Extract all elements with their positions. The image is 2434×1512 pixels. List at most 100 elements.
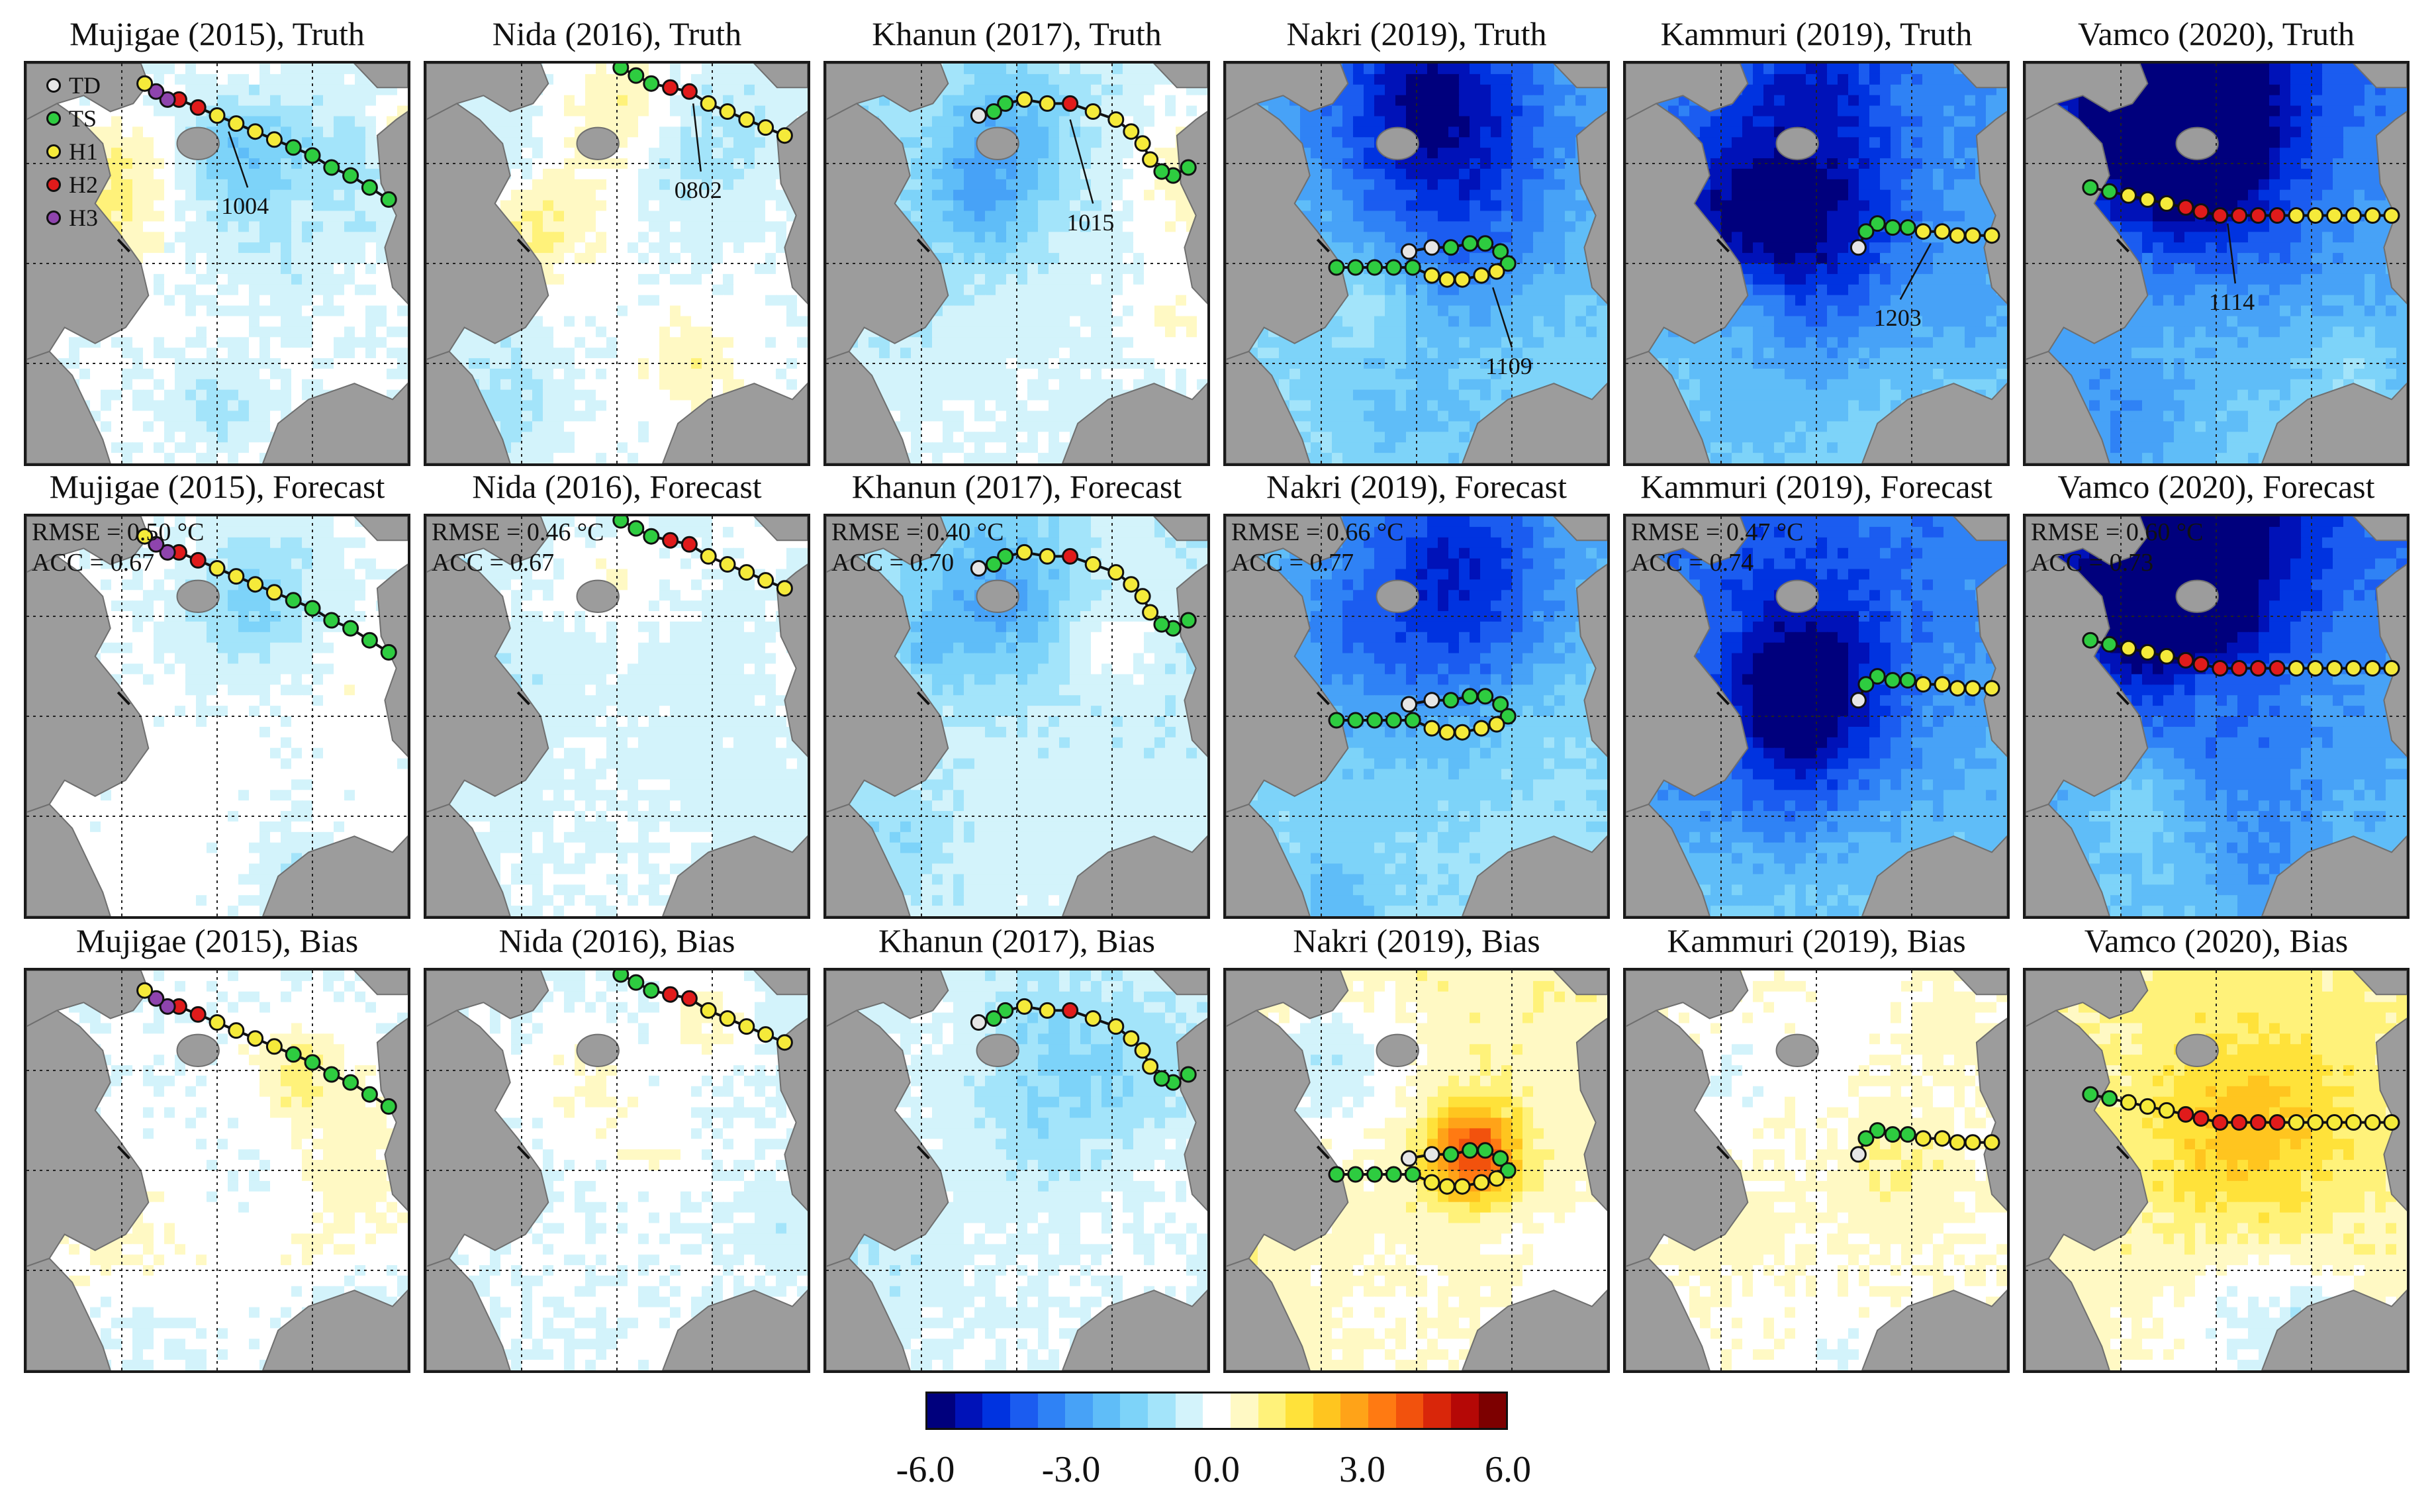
legend-marker-icon bbox=[46, 144, 61, 159]
track-point-h1 bbox=[738, 111, 755, 128]
track-point-ts bbox=[1366, 1166, 1383, 1183]
track-point-h1 bbox=[1949, 680, 1966, 697]
arrow-marker bbox=[1316, 691, 1330, 706]
panel-title: Nida (2016), Forecast bbox=[424, 469, 810, 504]
land-mass bbox=[753, 516, 808, 542]
land-mass bbox=[1975, 563, 2007, 757]
rmse-label: RMSE = 0.46 °C bbox=[432, 518, 604, 547]
panel-title: Khanun (2017), Bias bbox=[823, 923, 1210, 959]
panel-kammuri-bias: Kammuri (2019), Bias bbox=[1623, 923, 2010, 1373]
track-point-h1 bbox=[2158, 647, 2175, 665]
colorbar-tick-label: -3.0 bbox=[1005, 1450, 1137, 1489]
track-point-h2 bbox=[2177, 199, 2194, 216]
track-point-ts bbox=[304, 600, 321, 617]
track-point-h1 bbox=[1423, 1174, 1440, 1191]
storm-track-line bbox=[620, 973, 786, 1044]
track-point-ts bbox=[2082, 179, 2099, 196]
track-point-h2 bbox=[2192, 656, 2210, 673]
track-annotation-label: 1109 bbox=[1485, 353, 1532, 379]
track-point-h1 bbox=[2139, 643, 2156, 661]
panel-khanun-truth: Khanun (2017), Truth 1015 bbox=[823, 16, 1210, 466]
track-point-h1 bbox=[2288, 1114, 2305, 1131]
hainan-island bbox=[976, 1033, 1019, 1067]
land-mass bbox=[353, 516, 408, 542]
colorbar-tick-label: 0.0 bbox=[1150, 1450, 1283, 1489]
panel-khanun-bias: Khanun (2017), Bias bbox=[823, 923, 1210, 1373]
track-point-ts bbox=[1477, 235, 1494, 252]
land-mass bbox=[2375, 111, 2407, 305]
colorbar-segment bbox=[1009, 1394, 1038, 1428]
storm-track-line bbox=[620, 519, 786, 590]
legend-label: H3 bbox=[69, 201, 98, 234]
track-point-h1 bbox=[1473, 1174, 1490, 1191]
track-point-ts bbox=[1857, 223, 1875, 240]
track-point-h1 bbox=[2364, 207, 2381, 224]
land-mass bbox=[2353, 64, 2407, 89]
rmse-label: RMSE = 0.60 °C bbox=[2031, 518, 2203, 547]
panel-title: Kammuri (2019), Bias bbox=[1623, 923, 2010, 959]
track-point-h1 bbox=[1454, 724, 1471, 741]
track-point-ts bbox=[1869, 668, 1886, 685]
track-point-h1 bbox=[2383, 207, 2400, 224]
track-point-ts bbox=[2082, 632, 2099, 649]
legend-entry: H1 bbox=[46, 135, 101, 168]
track-point-h1 bbox=[1423, 720, 1440, 737]
track-point-h3 bbox=[148, 83, 165, 100]
panel-mujigae-bias: Mujigae (2015), Bias bbox=[24, 923, 410, 1373]
land-mass bbox=[1226, 350, 1311, 463]
track-point-h1 bbox=[228, 115, 245, 132]
track-point-ts bbox=[2101, 1090, 2118, 1107]
track-point-ts bbox=[1899, 1126, 1916, 1143]
track-point-h1 bbox=[1084, 556, 1101, 573]
track-point-td bbox=[1401, 1150, 1417, 1167]
map-field bbox=[823, 968, 1210, 1373]
land-mass bbox=[426, 1257, 511, 1370]
legend-entry: TS bbox=[46, 102, 101, 135]
track-legend: TD TS H1 H2 H3 bbox=[46, 69, 101, 234]
track-point-ts bbox=[612, 970, 630, 983]
track-point-h1 bbox=[1488, 1170, 1505, 1187]
track-point-td bbox=[1423, 692, 1440, 709]
colorbar-segment bbox=[982, 1394, 1010, 1428]
track-point-td bbox=[1849, 692, 1867, 709]
map-field bbox=[24, 968, 410, 1373]
track-annotation-label: 1114 bbox=[2209, 289, 2255, 315]
colorbar-segment bbox=[1092, 1394, 1121, 1428]
track-point-ts bbox=[1328, 1166, 1345, 1183]
track-point-h1 bbox=[719, 103, 736, 120]
track-point-td bbox=[970, 1014, 987, 1031]
land-mass bbox=[262, 1289, 408, 1370]
track-point-h1 bbox=[1123, 123, 1140, 140]
land-mass bbox=[1626, 803, 1710, 916]
track-point-td bbox=[970, 560, 987, 577]
colorbar-segment bbox=[1258, 1394, 1286, 1428]
track-point-h1 bbox=[1983, 1134, 2000, 1151]
colorbar bbox=[925, 1392, 1508, 1430]
track-point-ts bbox=[1442, 239, 1460, 256]
track-point-h1 bbox=[1016, 91, 1033, 108]
track-point-h2 bbox=[189, 1006, 207, 1023]
track-point-h1 bbox=[1983, 227, 2000, 244]
track-point-h1 bbox=[2139, 1098, 2156, 1115]
track-point-ts bbox=[2082, 1086, 2099, 1103]
track-point-h1 bbox=[1084, 1010, 1101, 1027]
track-point-ts bbox=[1328, 712, 1345, 729]
rmse-label: RMSE = 0.47 °C bbox=[1631, 518, 1803, 547]
map-field: RMSE = 0.40 °C ACC = 0.70 bbox=[823, 514, 1210, 919]
land-mass bbox=[2375, 563, 2407, 757]
track-point-h1 bbox=[2345, 207, 2362, 224]
colorbar-segment bbox=[1478, 1394, 1507, 1428]
land-mass bbox=[2375, 1017, 2407, 1211]
track-point-ts bbox=[1180, 612, 1197, 629]
track-point-h2 bbox=[662, 532, 679, 549]
track-point-h1 bbox=[1934, 223, 1951, 240]
track-point-h2 bbox=[189, 551, 207, 569]
land-mass bbox=[2353, 970, 2407, 996]
track-point-h1 bbox=[2120, 1094, 2137, 1111]
track-point-ts bbox=[304, 1054, 321, 1071]
land-mass bbox=[662, 835, 808, 916]
track-point-ts bbox=[2101, 183, 2118, 200]
track-point-h1 bbox=[228, 568, 245, 585]
track-point-h2 bbox=[2192, 1110, 2210, 1127]
track-point-h1 bbox=[2307, 207, 2324, 224]
